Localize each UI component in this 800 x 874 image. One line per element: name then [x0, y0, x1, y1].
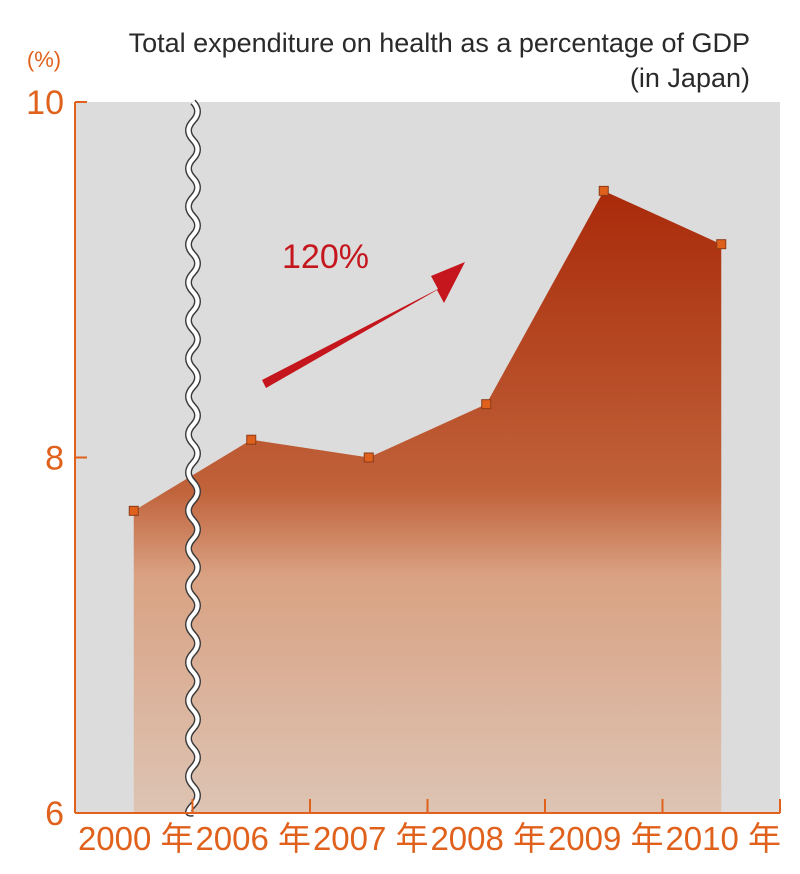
trend-arrow: [262, 262, 465, 388]
x-tick-label: 2009 年: [548, 820, 664, 857]
chart-subtitle: (in Japan): [630, 63, 750, 93]
x-tick-label: 2006 年: [195, 820, 311, 857]
trend-annotation: 120%: [262, 238, 465, 388]
y-tick-label: 8: [45, 440, 64, 478]
area-series: [133, 190, 722, 813]
x-tick-label: 2007 年: [313, 820, 429, 857]
area-fill: [133, 190, 722, 813]
axis-break-line: [186, 100, 200, 816]
data-point-3: [481, 399, 492, 410]
axes: [74, 101, 781, 814]
y-tick-label: 10: [26, 84, 64, 122]
x-tick-label: 2010 年: [665, 820, 781, 857]
annotation-label: 120%: [282, 238, 369, 276]
y-tick-label: 6: [45, 795, 64, 833]
data-point-2: [363, 452, 374, 463]
y-axis-unit: (%): [27, 47, 61, 72]
data-point-1: [246, 434, 257, 445]
x-tick-label: 2000 年: [78, 820, 194, 857]
x-tick-label: 2008 年: [430, 820, 546, 857]
axis-break: [185, 99, 201, 817]
data-point-5: [716, 239, 727, 250]
chart-title: Total expenditure on health as a percent…: [129, 28, 750, 58]
y-tick-labels: 6 8 10: [26, 84, 64, 833]
data-point-4: [598, 185, 609, 196]
data-point-0: [128, 505, 139, 516]
x-tick-labels: 2000 年 2006 年 2007 年 2008 年 2009 年 2010 年: [78, 820, 781, 857]
data-markers: [128, 185, 727, 516]
